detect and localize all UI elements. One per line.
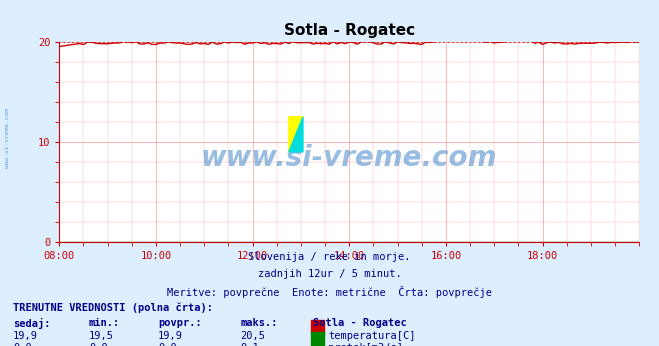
Polygon shape xyxy=(289,117,303,152)
Text: zadnjih 12ur / 5 minut.: zadnjih 12ur / 5 minut. xyxy=(258,269,401,279)
Text: www.si-vreme.com: www.si-vreme.com xyxy=(201,144,498,172)
Title: Sotla - Rogatec: Sotla - Rogatec xyxy=(284,22,415,38)
Text: temperatura[C]: temperatura[C] xyxy=(328,331,416,341)
Text: 0,0: 0,0 xyxy=(89,343,107,346)
Text: min.:: min.: xyxy=(89,318,120,328)
Text: Slovenija / reke in morje.: Slovenija / reke in morje. xyxy=(248,252,411,262)
Text: 19,5: 19,5 xyxy=(89,331,114,341)
Polygon shape xyxy=(289,117,303,152)
Text: www.si-vreme.com: www.si-vreme.com xyxy=(5,108,11,169)
Text: sedaj:: sedaj: xyxy=(13,318,51,329)
Text: 0,0: 0,0 xyxy=(158,343,177,346)
Text: Meritve: povprečne  Enote: metrične  Črta: povprečje: Meritve: povprečne Enote: metrične Črta:… xyxy=(167,286,492,299)
Text: maks.:: maks.: xyxy=(241,318,278,328)
Text: Sotla - Rogatec: Sotla - Rogatec xyxy=(313,318,407,328)
Text: 0,0: 0,0 xyxy=(13,343,32,346)
Text: povpr.:: povpr.: xyxy=(158,318,202,328)
Text: 19,9: 19,9 xyxy=(13,331,38,341)
Text: TRENUTNE VREDNOSTI (polna črta):: TRENUTNE VREDNOSTI (polna črta): xyxy=(13,303,213,313)
Text: 19,9: 19,9 xyxy=(158,331,183,341)
Text: pretok[m3/s]: pretok[m3/s] xyxy=(328,343,403,346)
Text: 0,1: 0,1 xyxy=(241,343,259,346)
Text: 20,5: 20,5 xyxy=(241,331,266,341)
